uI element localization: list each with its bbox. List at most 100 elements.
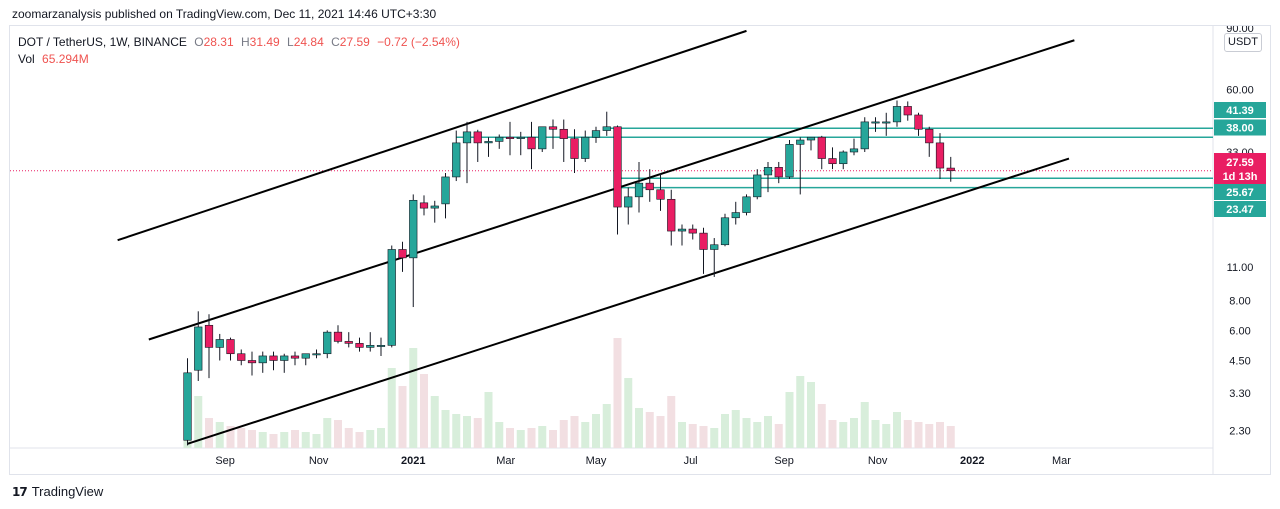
legend-ohlc-row: DOT / TetherUS, 1W, BINANCE O28.31 H31.4… <box>18 34 460 51</box>
candle <box>409 194 418 308</box>
legend-symbol[interactable]: DOT / TetherUS, 1W, BINANCE <box>18 35 187 49</box>
bar-countdown: 1d 13h <box>1223 171 1258 183</box>
candle-body <box>602 126 611 131</box>
candle <box>742 194 751 216</box>
volume-bar <box>860 402 869 448</box>
price-axis-label: 4.50 <box>1229 355 1250 367</box>
level-tag-bg <box>1214 201 1266 217</box>
footer-branding[interactable]: 17 TradingView <box>12 484 103 499</box>
candle-body <box>355 343 364 348</box>
candle-body <box>548 126 558 130</box>
candle-body <box>441 176 450 205</box>
trend-channel-line <box>117 29 747 242</box>
level-tag: 38.00 <box>1226 123 1254 135</box>
candle-body <box>634 182 644 198</box>
footer-brand-text: TradingView <box>31 484 104 499</box>
volume-bar <box>506 428 514 448</box>
candle <box>613 125 622 235</box>
price-axis-label: 11.00 <box>1227 262 1254 274</box>
candle-body <box>892 106 902 123</box>
legend-volume-label[interactable]: Vol <box>18 52 35 66</box>
volume-bar <box>527 428 536 448</box>
level-tag: 23.47 <box>1226 204 1254 216</box>
candle-body <box>613 126 622 208</box>
volume-bar <box>323 418 332 448</box>
candle <box>452 130 461 182</box>
time-axis-label: May <box>586 455 607 467</box>
level-tag: 25.67 <box>1226 187 1254 199</box>
candle-body <box>688 228 697 234</box>
candle-body <box>903 106 912 116</box>
candle-body <box>495 136 504 142</box>
candle <box>333 325 343 344</box>
candle-body <box>333 331 343 342</box>
candle <box>634 161 644 213</box>
candle-body <box>280 355 289 361</box>
candle-body <box>290 355 300 359</box>
candle <box>731 201 740 225</box>
price-axis-label: 3.30 <box>1229 388 1250 400</box>
volume-bar <box>753 422 762 448</box>
volume-bar <box>301 432 310 448</box>
volume-bar <box>495 422 504 448</box>
candle-body <box>505 136 515 139</box>
volume-bar <box>430 396 439 448</box>
volume-bar <box>484 392 493 448</box>
candle-body <box>860 121 869 150</box>
candle <box>183 358 192 446</box>
candle-body <box>935 142 945 169</box>
candle <box>645 169 654 202</box>
candle-body <box>344 341 353 344</box>
candle-body <box>387 249 396 346</box>
candle <box>258 351 267 373</box>
volume-bar <box>248 430 256 448</box>
candle <box>527 121 536 170</box>
volume-bar <box>291 430 299 448</box>
volume-bar <box>882 424 891 448</box>
candle-body <box>247 360 257 364</box>
volume-bar <box>796 376 805 448</box>
candle-body <box>925 128 934 144</box>
candle <box>441 172 450 219</box>
candle <box>376 337 386 356</box>
candle <box>237 349 246 366</box>
candle <box>656 172 665 211</box>
volume-bar <box>624 378 633 448</box>
legend-change: −0.72 (−2.54%) <box>377 35 460 49</box>
last-price-tag-bg <box>1214 153 1266 184</box>
time-axis-label: Nov <box>309 455 329 467</box>
candle-body <box>301 353 310 359</box>
volume-bar <box>269 434 278 448</box>
candle-body <box>731 212 740 219</box>
candle-body <box>183 372 192 441</box>
volume-bar <box>581 422 590 448</box>
candle-body <box>667 198 676 232</box>
volume-bar <box>828 420 837 448</box>
candle <box>505 121 515 156</box>
candle <box>720 213 730 247</box>
volume-bar <box>452 414 461 448</box>
time-axis-label: 2022 <box>960 455 984 467</box>
candle-body <box>226 339 235 355</box>
currency-button[interactable]: USDT <box>1224 33 1262 52</box>
candle-body <box>559 128 568 139</box>
candle-body <box>366 345 375 348</box>
candle <box>280 353 289 373</box>
volume-bar <box>570 416 579 448</box>
legend-volume-value: 65.294M <box>42 52 89 66</box>
volume-bar <box>742 418 751 448</box>
candle-body <box>785 144 794 178</box>
volume-bar <box>549 430 557 448</box>
time-axis-label: Mar <box>496 455 515 467</box>
volume-bar <box>774 424 783 448</box>
price-axis-label: 8.00 <box>1229 295 1250 307</box>
volume-bar <box>516 430 525 448</box>
legend-low-label: L <box>287 35 294 49</box>
candle <box>344 332 353 348</box>
candle-body <box>237 353 246 361</box>
time-axis-label: Sep <box>774 455 794 467</box>
candle <box>548 119 558 149</box>
level-tag-bg <box>1214 102 1266 118</box>
candle <box>559 119 568 162</box>
